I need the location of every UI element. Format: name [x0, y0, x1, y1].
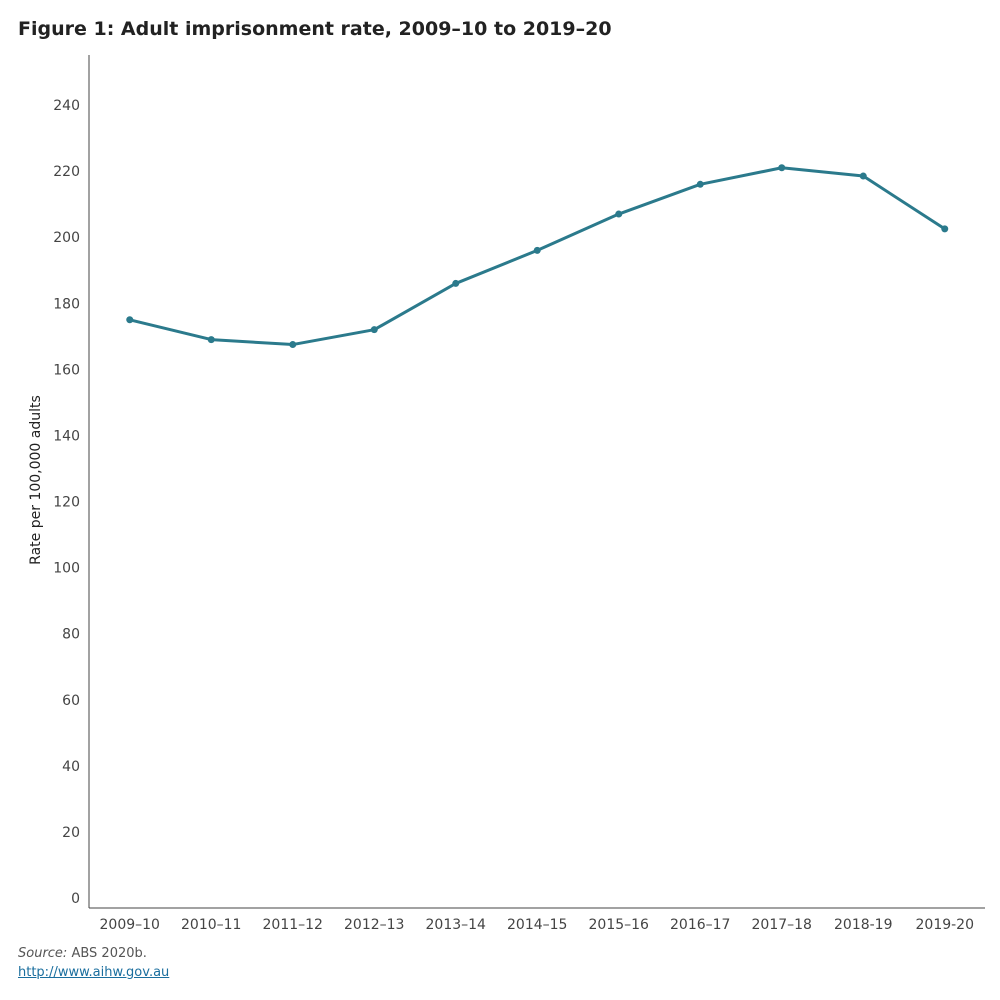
- x-tick-label: 2016–17: [670, 917, 730, 933]
- y-tick-label: 220: [53, 164, 80, 180]
- source-label: Source:: [18, 946, 68, 961]
- y-axis-title: Rate per 100,000 adults: [28, 395, 44, 565]
- data-point[interactable]: [207, 336, 215, 344]
- y-tick-label: 240: [53, 98, 80, 114]
- data-point[interactable]: [696, 180, 704, 188]
- x-tick-label: 2019-20: [916, 917, 975, 933]
- source-note: Source: ABS 2020b.: [18, 946, 147, 961]
- x-tick-label: 2010–11: [181, 917, 241, 933]
- x-tick-label: 2012–13: [344, 917, 404, 933]
- data-point[interactable]: [452, 279, 460, 287]
- x-tick-label: 2015–16: [589, 917, 650, 933]
- aihw-link[interactable]: http://www.aihw.gov.au: [18, 965, 170, 980]
- x-axis: 2009–10 2010–11 2011–12 2012–13 2013–14 2014–…: [89, 907, 985, 933]
- y-axis: 0 20 40 60 80 100 120 140 160 180 200 220 240: [53, 55, 90, 908]
- data-point[interactable]: [533, 246, 541, 254]
- y-tick-labels: 0 20 40 60 80 100 120 140 160 180 200 220 240: [53, 98, 80, 907]
- y-tick-label: 20: [62, 825, 80, 841]
- x-tick-label: 2017–18: [752, 917, 812, 933]
- y-tick-label: 80: [62, 627, 80, 643]
- y-tick-label: 40: [62, 759, 80, 775]
- x-tick-label: 2018-19: [834, 917, 893, 933]
- data-point[interactable]: [615, 210, 623, 218]
- data-point[interactable]: [370, 326, 378, 334]
- data-point[interactable]: [289, 341, 297, 349]
- x-tick-label: 2009–10: [100, 917, 160, 933]
- data-point[interactable]: [126, 316, 134, 324]
- y-tick-label: 120: [53, 495, 80, 511]
- y-tick-label: 0: [71, 891, 80, 907]
- x-tick-label: 2011–12: [263, 917, 323, 933]
- x-tick-label: 2013–14: [426, 917, 487, 933]
- data-point[interactable]: [778, 164, 786, 172]
- chart-title: Figure 1: Adult imprisonment rate, 2009–…: [18, 18, 612, 40]
- y-tick-label: 180: [53, 296, 80, 312]
- data-point[interactable]: [859, 172, 867, 180]
- series-group: [126, 164, 949, 349]
- y-tick-label: 100: [53, 561, 80, 577]
- y-tick-label: 160: [53, 362, 80, 378]
- y-tick-label: 140: [53, 428, 80, 444]
- data-point[interactable]: [941, 225, 949, 233]
- series-line: [129, 166, 946, 347]
- x-tick-label: 2014–15: [507, 917, 567, 933]
- y-tick-label: 200: [53, 230, 80, 246]
- x-tick-labels: 2009–10 2010–11 2011–12 2012–13 2013–14 2014–…: [100, 917, 974, 933]
- source-text: ABS 2020b.: [71, 946, 147, 961]
- y-tick-label: 60: [62, 693, 80, 709]
